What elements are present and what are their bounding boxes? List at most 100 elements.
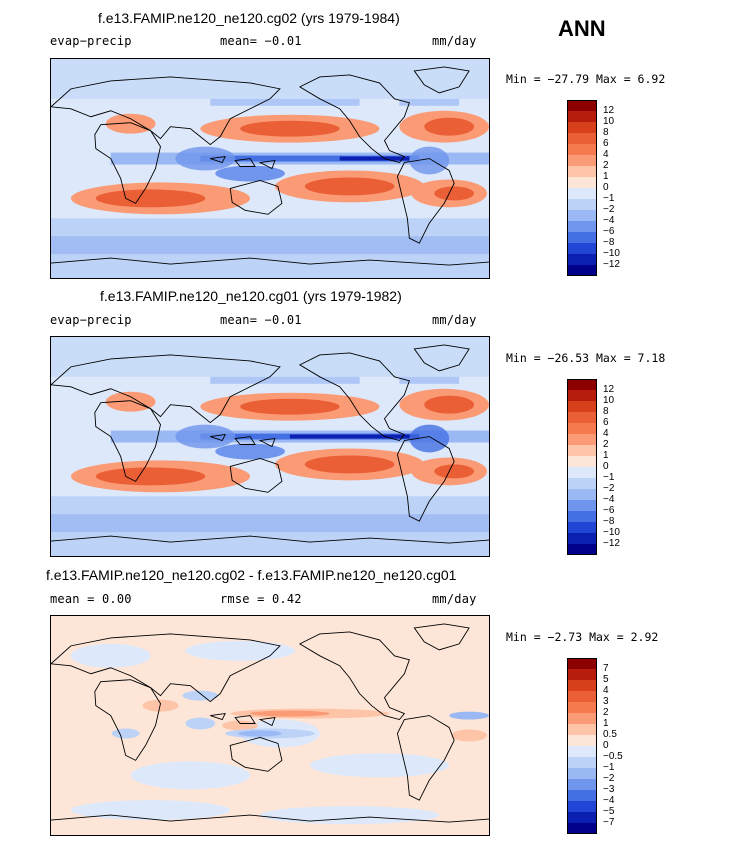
panel1-variable-label: evap−precip (50, 34, 132, 48)
panel1-min-max: Min = −27.79 Max = 6.92 (506, 72, 666, 86)
panel3-min-max: Min = −2.73 Max = 2.92 (506, 630, 659, 644)
panel1-colorbar-label: 0 (603, 182, 609, 193)
panel2-map-svg (51, 337, 489, 556)
panel2-colorbar-label: 0 (603, 461, 609, 472)
panel2-colorbar-swatch (567, 511, 597, 522)
panel1-map (50, 58, 490, 279)
panel3-colorbar-label: 3 (603, 696, 609, 707)
panel2-colorbar-label: 6 (603, 417, 609, 428)
panel1-colorbar-swatch (567, 122, 597, 133)
panel3-mean-label: mean = 0.00 (50, 592, 132, 606)
panel3-colorbar-swatch (567, 713, 597, 724)
panel2-colorbar-swatch (567, 379, 597, 390)
panel3-colorbar-label: −5 (603, 806, 615, 817)
panel3-map-svg (51, 616, 489, 835)
panel2-colorbar-label: −4 (603, 494, 615, 505)
panel3-colorbar-swatch (567, 823, 597, 834)
panel1-colorbar-swatch (567, 265, 597, 276)
panel2-colorbar-swatch (567, 412, 597, 423)
panel2-colorbar-swatch (567, 500, 597, 511)
panel3-colorbar-label: −7 (603, 817, 615, 828)
panel1-colorbar-label: 8 (603, 127, 609, 138)
panel3-colorbar-swatch (567, 768, 597, 779)
panel2-colorbar-label: −6 (603, 505, 615, 516)
panel2-colorbar-label: 10 (603, 395, 615, 406)
panel1-title: f.e13.FAMIP.ne120_ne120.cg02 (yrs 1979-1… (98, 10, 400, 26)
panel1-colorbar-swatch (567, 221, 597, 232)
panel2-colorbar-swatch (567, 522, 597, 533)
panel2-colorbar-swatch (567, 423, 597, 434)
panel3-colorbar-swatch (567, 735, 597, 746)
panel2-colorbar-label: 8 (603, 406, 609, 417)
panel1-colorbar-swatch (567, 111, 597, 122)
panel3-colorbar-label: 4 (603, 685, 609, 696)
panel1-colorbar-label: −1 (603, 193, 615, 204)
panel1-colorbar-label: −12 (603, 259, 620, 270)
panel1-colorbar-swatch (567, 100, 597, 111)
panel2-colorbar-swatch (567, 533, 597, 544)
panel3-colorbar-label: −2 (603, 773, 615, 784)
panel2-colorbar-label: −1 (603, 472, 615, 483)
panel2-units-label: mm/day (432, 313, 477, 327)
panel1-colorbar-swatch (567, 133, 597, 144)
panel1-map-svg (51, 59, 489, 278)
panel3-colorbar-label: 0.5 (603, 729, 617, 740)
panel2-colorbar-swatch (567, 489, 597, 500)
panel3-colorbar-label: 5 (603, 674, 609, 685)
panel2-colorbar-label: 12 (603, 384, 615, 395)
panel1-mean-label: mean= −0.01 (220, 34, 302, 48)
panel2-colorbar-swatch (567, 390, 597, 401)
panel1-colorbar-label: 12 (603, 105, 615, 116)
panel3-colorbar-label: −4 (603, 795, 615, 806)
panel3-colorbar-label: −0.5 (603, 751, 623, 762)
panel3-title: f.e13.FAMIP.ne120_ne120.cg02 - f.e13.FAM… (46, 567, 457, 583)
panel3-colorbar-swatch (567, 724, 597, 735)
panel2-colorbar-label: 2 (603, 439, 609, 450)
panel3-map (50, 615, 490, 836)
panel2-colorbar-swatch (567, 478, 597, 489)
panel3-colorbar-swatch (567, 812, 597, 823)
panel1-colorbar-label: −6 (603, 226, 615, 237)
panel3-colorbar-swatch (567, 790, 597, 801)
panel1-colorbar-label: −2 (603, 204, 615, 215)
panel3-colorbar-label: 2 (603, 707, 609, 718)
panel2-colorbar-swatch (567, 544, 597, 555)
panel2-colorbar-swatch (567, 401, 597, 412)
panel2-colorbar-label: −8 (603, 516, 615, 527)
panel3-rmse-label: rmse = 0.42 (220, 592, 302, 606)
panel2-title: f.e13.FAMIP.ne120_ne120.cg01 (yrs 1979-1… (100, 288, 402, 304)
panel2-colorbar-swatch (567, 445, 597, 456)
panel1-colorbar-swatch (567, 232, 597, 243)
panel1-colorbar-label: 4 (603, 149, 609, 160)
panel1-colorbar-label: 1 (603, 171, 609, 182)
panel2-map (50, 336, 490, 557)
panel1-colorbar-label: −8 (603, 237, 615, 248)
panel2-colorbar-swatch (567, 456, 597, 467)
panel3-colorbar-swatch (567, 691, 597, 702)
panel3-colorbar-swatch (567, 801, 597, 812)
panel2-min-max: Min = −26.53 Max = 7.18 (506, 351, 666, 365)
panel1-colorbar-swatch (567, 188, 597, 199)
panel1-colorbar-label: 6 (603, 138, 609, 149)
panel2-colorbar-label: 1 (603, 450, 609, 461)
panel1-colorbar-label: −4 (603, 215, 615, 226)
panel1-colorbar-swatch (567, 243, 597, 254)
panel1-units-label: mm/day (432, 34, 477, 48)
panel1-colorbar-label: −10 (603, 248, 620, 259)
panel3-units-label: mm/day (432, 592, 477, 606)
panel3-colorbar-label: 0 (603, 740, 609, 751)
panel3-colorbar-swatch (567, 669, 597, 680)
panel1-colorbar-swatch (567, 199, 597, 210)
panel2-colorbar-label: −10 (603, 527, 620, 538)
panel1-colorbar-label: 10 (603, 116, 615, 127)
panel2-colorbar-swatch (567, 467, 597, 478)
panel3-colorbar-label: 1 (603, 718, 609, 729)
panel3-colorbar-swatch (567, 658, 597, 669)
panel3-colorbar-swatch (567, 779, 597, 790)
panel1-colorbar-swatch (567, 177, 597, 188)
panel2-mean-label: mean= −0.01 (220, 313, 302, 327)
panel3-colorbar-swatch (567, 702, 597, 713)
panel1-colorbar-swatch (567, 210, 597, 221)
panel1-colorbar-swatch (567, 254, 597, 265)
panel2-colorbar-label: −2 (603, 483, 615, 494)
